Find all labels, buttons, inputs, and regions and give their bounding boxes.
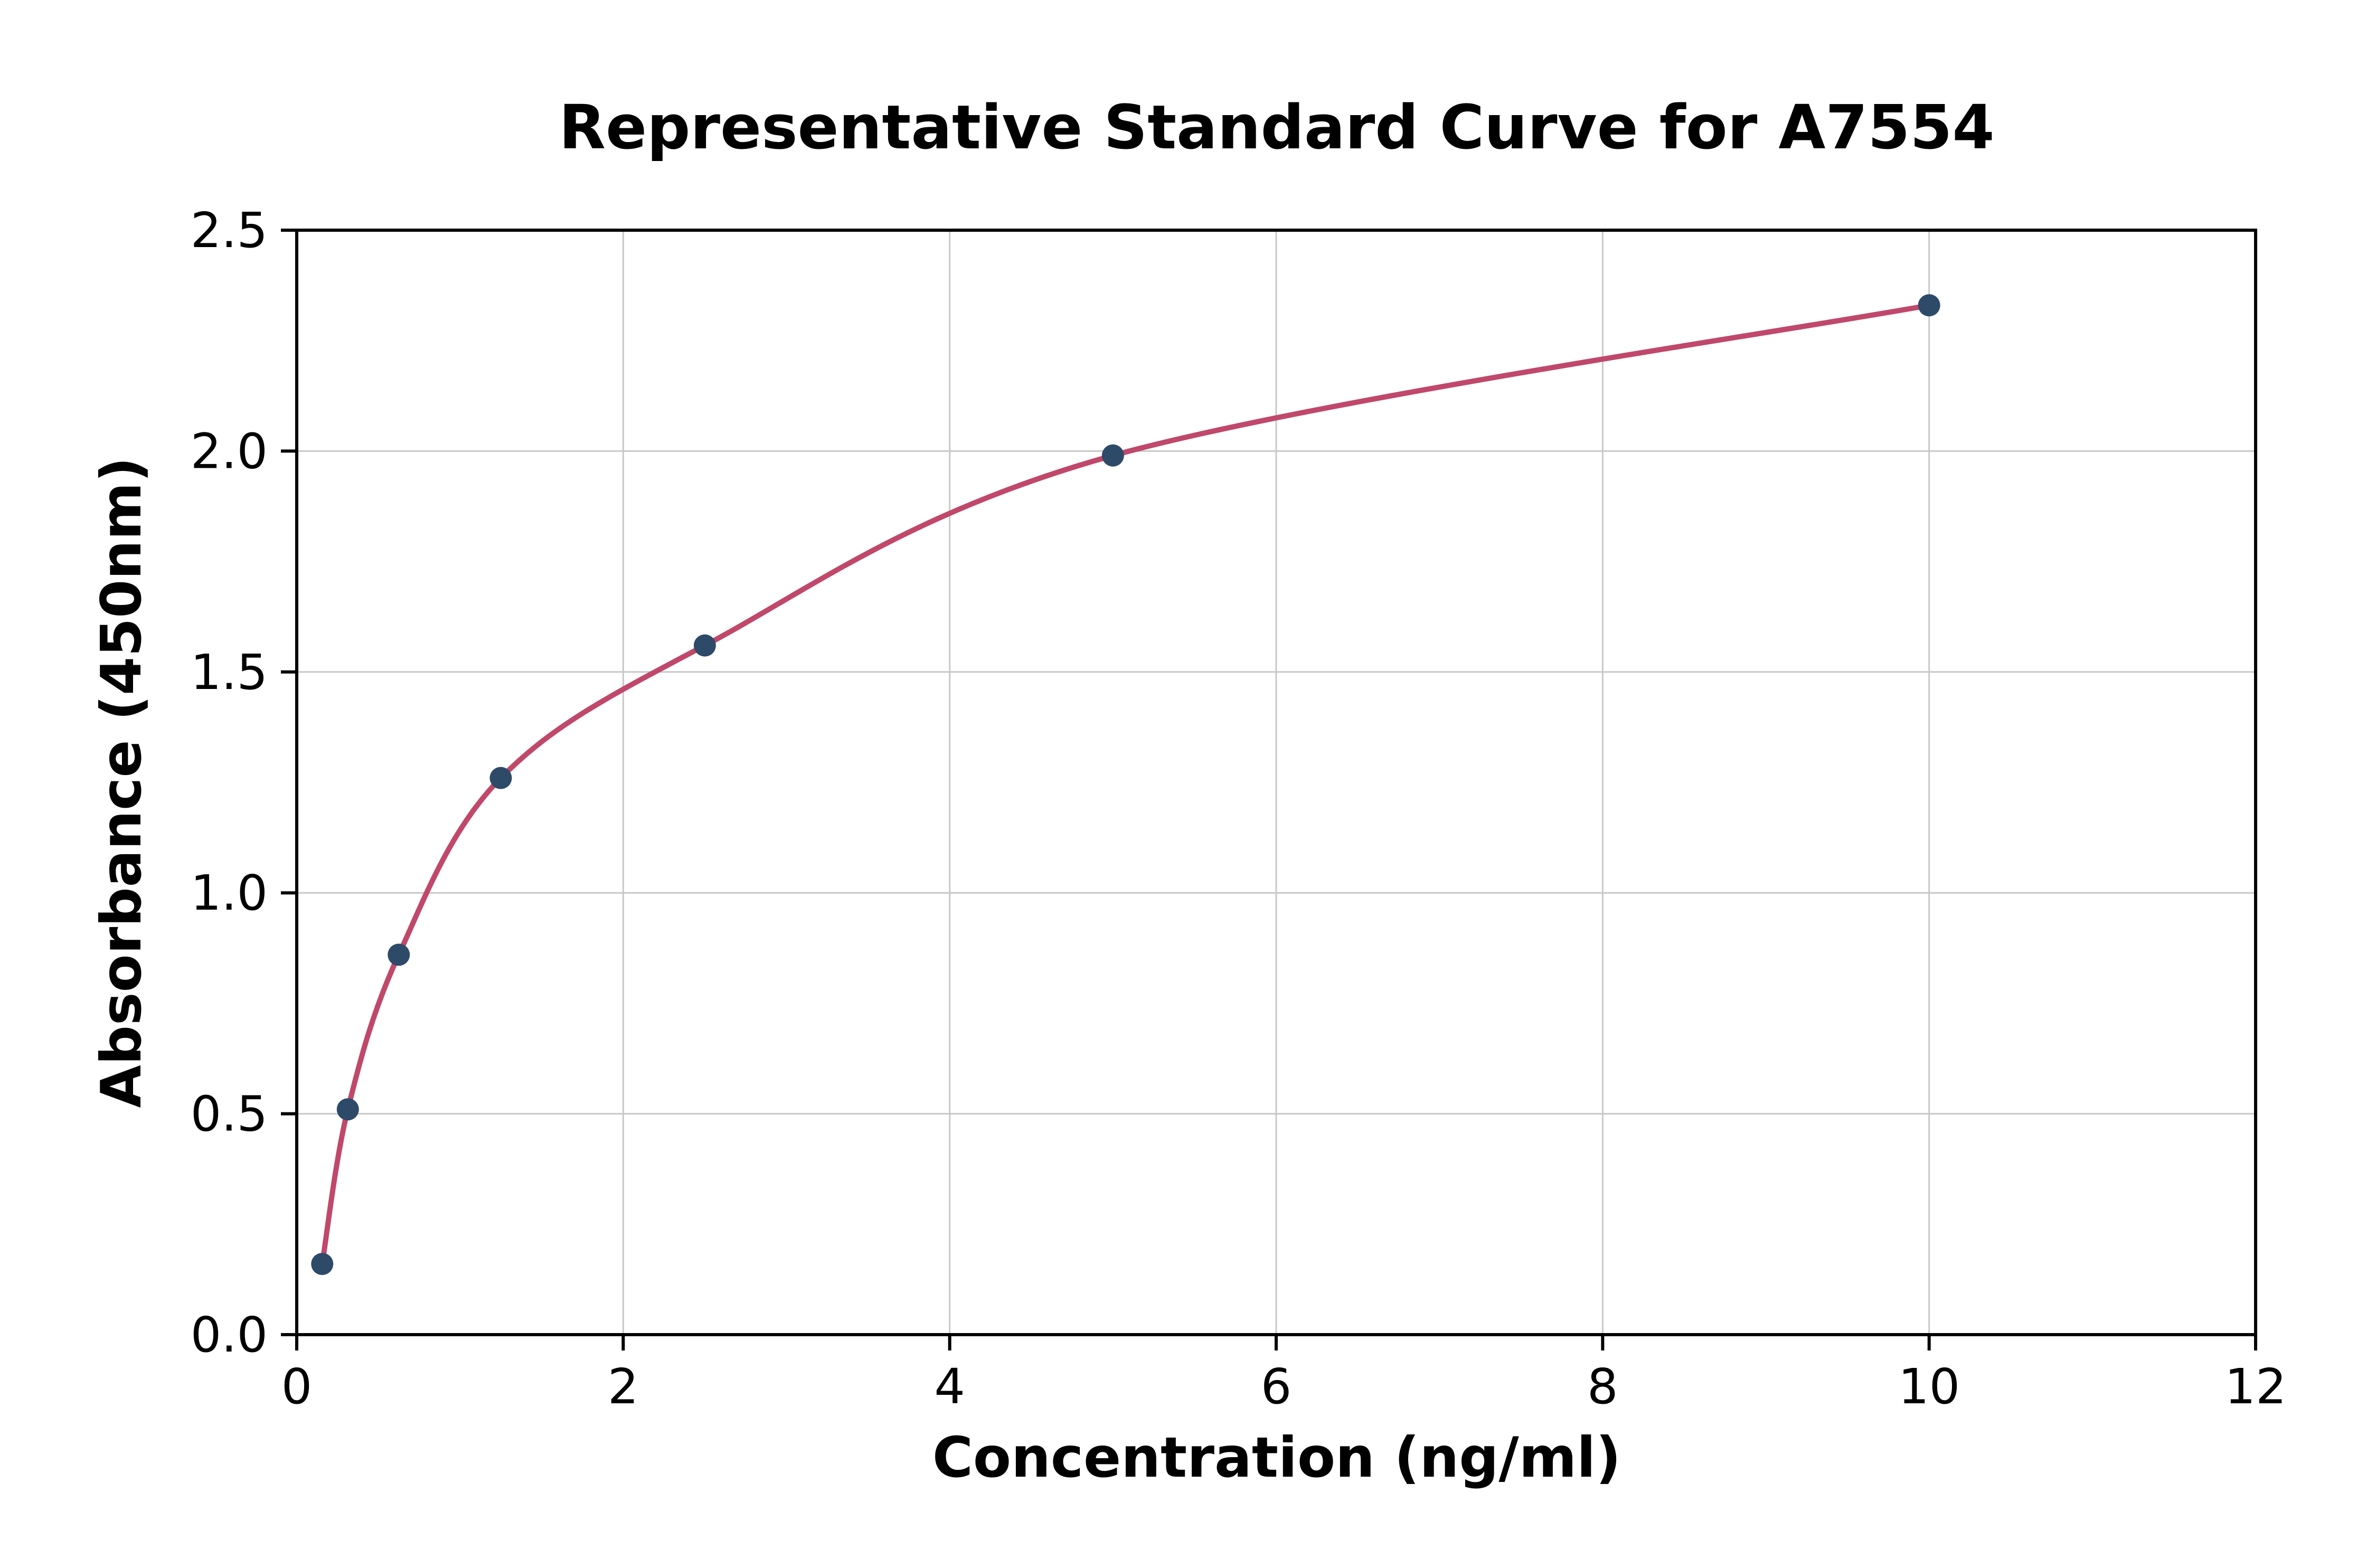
y-tick-label: 2.5 xyxy=(191,202,268,259)
data-point xyxy=(1918,294,1940,317)
x-tick-label: 0 xyxy=(281,1358,313,1415)
x-tick-label: 10 xyxy=(1898,1358,1960,1415)
y-tick-label: 2.0 xyxy=(191,423,268,479)
y-tick-label: 1.5 xyxy=(191,644,268,701)
chart-title: Representative Standard Curve for A7554 xyxy=(559,92,1995,163)
y-tick-label: 1.0 xyxy=(191,865,268,921)
data-point xyxy=(1101,444,1124,467)
data-point xyxy=(336,1098,359,1121)
fit-curve xyxy=(319,303,1930,1264)
data-point xyxy=(388,943,410,966)
y-axis-label: Absorbance (450nm) xyxy=(89,457,154,1108)
data-point xyxy=(311,1253,334,1276)
x-tick-label: 2 xyxy=(608,1358,639,1415)
x-tick-label: 8 xyxy=(1587,1358,1618,1415)
x-tick-label: 12 xyxy=(2224,1358,2286,1415)
y-tick-label: 0.5 xyxy=(191,1086,268,1142)
data-point xyxy=(693,634,716,657)
data-point xyxy=(489,767,512,789)
x-tick-label: 6 xyxy=(1261,1358,1292,1415)
y-tick-label: 0.0 xyxy=(191,1307,268,1363)
x-axis-label: Concentration (ng/ml) xyxy=(932,1425,1621,1490)
x-tick-label: 4 xyxy=(934,1358,965,1415)
